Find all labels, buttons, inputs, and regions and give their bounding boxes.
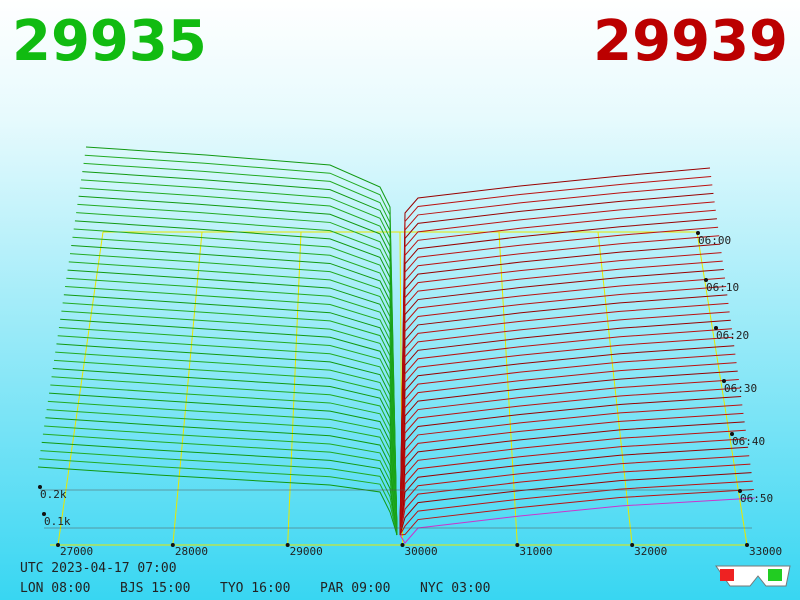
price-label: 28000 — [175, 545, 208, 558]
time-tick — [704, 278, 708, 282]
ask-depth-line — [399, 446, 749, 536]
clock: PAR 09:00 — [320, 581, 390, 596]
depth-label: 0.2k — [40, 488, 67, 501]
ask-depth-line — [399, 455, 750, 536]
clock: NYC 03:00 — [420, 581, 490, 596]
price-grid-line — [696, 231, 748, 546]
time-label: 06:10 — [706, 281, 739, 294]
bid-depth-line — [44, 425, 398, 536]
time-label: 06:20 — [716, 329, 749, 342]
ask-depth-line — [399, 472, 752, 536]
depth-lines — [37, 146, 756, 544]
ask-depth-line — [399, 412, 744, 536]
time-tick — [738, 489, 742, 493]
bid-depth-line — [47, 400, 398, 536]
ask-depth-line — [399, 480, 753, 536]
price-grid-line — [57, 231, 104, 546]
floor-grid — [50, 231, 748, 546]
price-label: 32000 — [634, 545, 667, 558]
time-label: 06:50 — [740, 492, 773, 505]
depth-tick — [42, 512, 46, 516]
time-tick — [730, 432, 734, 436]
price-tick — [630, 543, 635, 547]
price-label: 29000 — [290, 545, 323, 558]
price-tick — [170, 543, 175, 547]
clock: BJS 15:00 — [120, 581, 190, 596]
time-label: 06:40 — [732, 435, 765, 448]
time-tick — [722, 379, 726, 383]
ask-price: 29939 — [593, 9, 788, 74]
utc-time: UTC 2023-04-17 07:00 — [20, 561, 177, 576]
price-tick — [745, 543, 749, 547]
price-label: 31000 — [519, 545, 552, 558]
price-grid-line — [287, 231, 302, 546]
price-grid-line — [498, 231, 518, 546]
ask-depth-line — [399, 429, 746, 536]
depth-label: 0.1k — [44, 515, 71, 528]
bid-depth-line — [49, 392, 398, 536]
bid-depth-line — [45, 417, 398, 536]
price-tick — [515, 543, 520, 547]
price-label: 33000 — [749, 545, 782, 558]
ask-depth-line — [399, 497, 756, 544]
price-grid-line — [172, 231, 203, 546]
bid-depth-line — [40, 450, 398, 536]
price-tick — [56, 543, 60, 547]
clock: LON 08:00 — [20, 581, 90, 596]
price-tick — [400, 543, 405, 547]
bid-depth-line — [39, 458, 398, 536]
bid-depth-line — [37, 466, 398, 536]
ask-depth-line — [399, 463, 751, 536]
time-label: 06:30 — [724, 382, 757, 395]
time-label: 06:00 — [698, 234, 731, 247]
bid-depth-line — [46, 409, 398, 536]
bid-depth-line — [41, 441, 398, 536]
price-label: 27000 — [60, 545, 93, 558]
time-tick — [696, 231, 700, 235]
bid-price: 29935 — [12, 9, 207, 74]
depth-tick — [38, 485, 42, 489]
3d-glasses-icon — [715, 565, 791, 587]
time-tick — [714, 326, 718, 330]
ask-depth-line — [399, 489, 754, 536]
clock: TYO 16:00 — [220, 581, 290, 596]
price-tick — [285, 543, 290, 547]
ask-depth-line — [399, 438, 747, 536]
ask-depth-line — [399, 421, 745, 536]
price-label: 30000 — [405, 545, 438, 558]
